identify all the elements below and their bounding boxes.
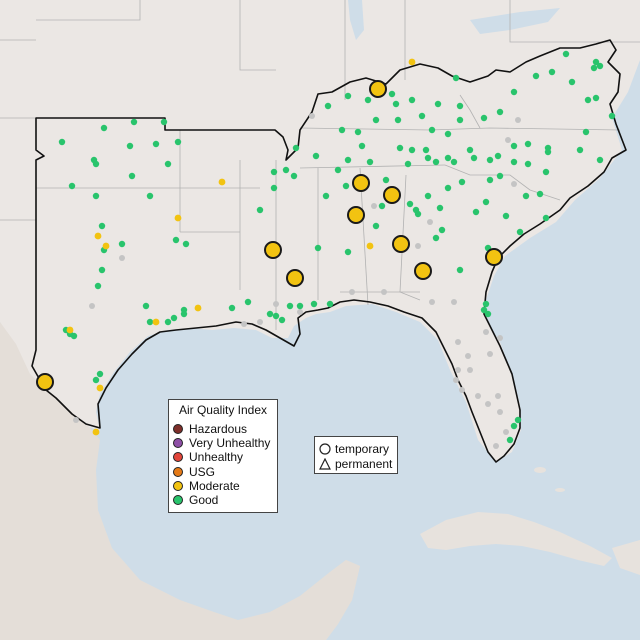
hazardous-swatch-icon xyxy=(173,424,183,434)
legend-item-usg: USG xyxy=(173,465,215,479)
land-bahamas xyxy=(534,467,546,473)
legend-label: Hazardous xyxy=(189,422,248,436)
legend-label: Very Unhealthy xyxy=(189,436,271,450)
very-unhealthy-swatch-icon xyxy=(173,438,183,448)
land-mexico xyxy=(0,322,360,640)
no-data-markers xyxy=(73,113,521,449)
region-outline xyxy=(31,39,627,463)
circle-icon xyxy=(319,442,331,455)
unhealthy-swatch-icon xyxy=(173,452,183,462)
legend-item-hazardous: Hazardous xyxy=(173,422,247,436)
lake-erie xyxy=(470,8,560,34)
land-yucatan xyxy=(260,560,360,640)
legend-label: Unhealthy xyxy=(189,450,244,464)
legend-label: Moderate xyxy=(189,479,240,493)
legend-label: temporary xyxy=(335,441,390,456)
legend-item-very-unhealthy: Very Unhealthy xyxy=(173,436,270,450)
legend-label: Good xyxy=(189,493,219,507)
legend-title: Air Quality Index xyxy=(178,403,268,417)
legend-label: permanent xyxy=(335,456,393,471)
moderate-swatch-icon xyxy=(173,481,183,491)
legend-item-temporary: temporary xyxy=(319,441,389,456)
legend-item-unhealthy: Unhealthy xyxy=(173,450,243,464)
land-cuba xyxy=(420,512,612,566)
good-markers xyxy=(58,50,616,444)
legend-item-moderate: Moderate xyxy=(173,479,240,493)
site-type-legend: temporary permanent xyxy=(314,436,398,474)
land-mainland xyxy=(0,0,640,462)
legend-item-good: Good xyxy=(173,493,218,507)
land-bahamas-2 xyxy=(555,488,565,492)
legend-label: USG xyxy=(189,465,216,479)
aqi-legend: Air Quality Index Hazardous Very Unhealt… xyxy=(168,399,278,513)
moderate-large-markers xyxy=(36,80,503,391)
triangle-icon xyxy=(319,457,331,470)
legend-item-permanent: permanent xyxy=(319,456,392,471)
usg-swatch-icon xyxy=(173,467,183,477)
land-hispaniola xyxy=(612,540,640,575)
moderate-small-markers xyxy=(66,58,416,436)
lake-michigan xyxy=(348,0,364,40)
good-swatch-icon xyxy=(173,495,183,505)
